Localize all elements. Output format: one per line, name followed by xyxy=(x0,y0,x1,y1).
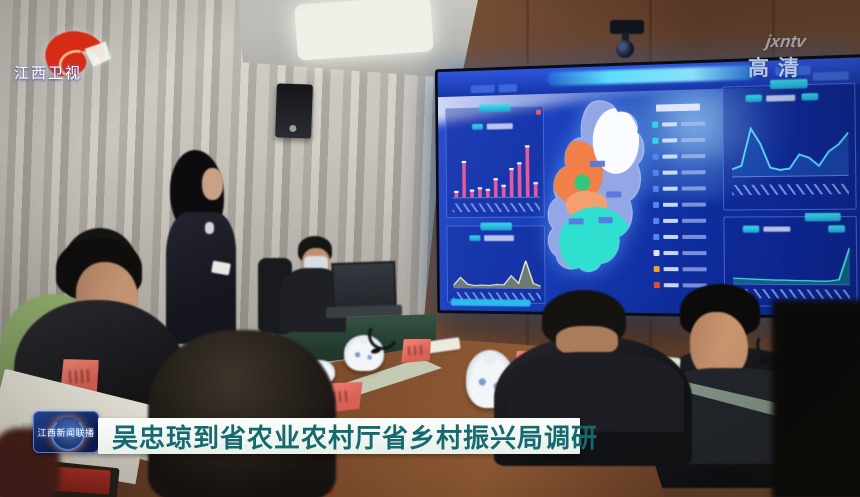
watermark-jxntv: jxntv xyxy=(764,32,808,51)
spike-chart xyxy=(733,240,850,288)
face xyxy=(202,168,223,200)
camera-lens xyxy=(616,40,634,58)
rank-value xyxy=(682,218,707,223)
legend-label xyxy=(766,94,796,102)
rank-row xyxy=(652,148,714,165)
channel-name: 江西卫视 xyxy=(13,65,82,82)
panel-title-chip xyxy=(804,212,841,222)
watermark-hd: 高清 xyxy=(748,57,808,80)
rank-row xyxy=(652,164,715,181)
rank-label xyxy=(663,267,679,272)
collar xyxy=(205,222,214,234)
rank-row xyxy=(652,131,714,148)
rank-row xyxy=(653,261,716,277)
ptz-camera xyxy=(604,18,652,62)
spike-chart-panel xyxy=(723,212,858,308)
province-map xyxy=(540,95,650,281)
rank-list xyxy=(652,103,716,306)
rank-row xyxy=(653,196,715,213)
bar-chart-panel xyxy=(445,103,545,219)
badge-label: 江西新闻联播 xyxy=(37,427,95,438)
axis-tick-labels xyxy=(452,202,540,213)
legend-swatch xyxy=(801,93,819,101)
line-chart xyxy=(731,109,848,181)
dashboard-tab xyxy=(812,71,849,81)
legend-swatch xyxy=(828,225,846,233)
legend-label xyxy=(484,235,514,242)
legend-swatch xyxy=(745,94,763,103)
caption-text: 吴忠琼到省农业农村厅省乡村振兴局调研 xyxy=(112,422,599,453)
rank-label xyxy=(663,234,679,239)
rank-swatch xyxy=(652,121,659,128)
logo-swoosh-icon xyxy=(45,31,111,78)
rank-swatch xyxy=(653,201,660,208)
news-program-badge: 江西新闻联播 xyxy=(33,411,99,453)
rank-swatch xyxy=(653,217,660,224)
rank-label xyxy=(663,218,679,223)
foreground-back-of-head xyxy=(148,330,336,497)
dashboard-tab xyxy=(470,84,495,94)
rank-label xyxy=(662,170,678,175)
led-video-wall xyxy=(434,54,860,320)
rank-swatch xyxy=(652,185,659,192)
legend-label xyxy=(763,226,791,232)
rank-row xyxy=(653,229,715,245)
dashboard-footer-bar xyxy=(450,298,531,307)
rank-value xyxy=(682,267,707,272)
news-caption-bar: 吴忠琼到省农业农村厅省乡村振兴局调研 xyxy=(98,418,599,454)
panel-title-chip xyxy=(479,103,511,113)
legend-swatch xyxy=(742,225,760,233)
rank-value xyxy=(681,121,706,127)
panel-title-chip xyxy=(480,222,512,231)
line-chart-panel xyxy=(721,78,857,211)
rank-swatch xyxy=(653,250,660,257)
camera-mount xyxy=(622,32,629,44)
wall-speaker xyxy=(275,83,313,139)
rank-label xyxy=(662,186,678,191)
legend-swatch xyxy=(471,123,484,130)
rank-swatch xyxy=(653,233,660,240)
rank-swatch xyxy=(652,169,659,176)
dashboard-tab xyxy=(498,84,518,93)
rank-value xyxy=(681,202,706,207)
rank-label xyxy=(662,154,678,159)
jxtv-logo xyxy=(34,24,130,112)
legend-label xyxy=(486,123,513,130)
ceiling-light-panel xyxy=(294,0,434,61)
rank-label xyxy=(662,138,678,143)
dark-jacket xyxy=(166,212,236,344)
jiangxi-map-graphic xyxy=(540,95,650,277)
rank-value xyxy=(681,137,706,143)
rank-value xyxy=(682,251,707,256)
rank-swatch xyxy=(652,137,659,144)
rank-row xyxy=(653,213,715,229)
rank-swatch xyxy=(653,282,660,289)
rank-swatch xyxy=(652,153,659,160)
rank-rows xyxy=(652,115,716,304)
axis-tick-labels xyxy=(732,183,849,196)
foreground-chair-shadow xyxy=(772,300,860,497)
rank-row xyxy=(652,115,714,133)
rank-label xyxy=(662,202,678,207)
area-chart xyxy=(453,250,541,291)
rank-label xyxy=(663,283,679,288)
face xyxy=(556,326,618,356)
rank-value xyxy=(681,186,706,191)
area-chart-panel xyxy=(446,222,546,304)
laptop-screen xyxy=(331,260,397,312)
rank-label xyxy=(663,251,679,256)
rank-swatch xyxy=(653,266,660,273)
rank-label xyxy=(662,122,678,127)
camera-body xyxy=(610,20,644,34)
rank-value xyxy=(682,234,707,239)
rank-list-header xyxy=(655,103,700,112)
rank-value xyxy=(681,170,706,175)
bar-chart xyxy=(452,145,540,201)
legend-swatch xyxy=(469,235,481,242)
rank-row xyxy=(653,245,715,261)
rank-value xyxy=(681,153,706,159)
rank-row xyxy=(652,180,715,197)
dashboard xyxy=(437,57,860,317)
